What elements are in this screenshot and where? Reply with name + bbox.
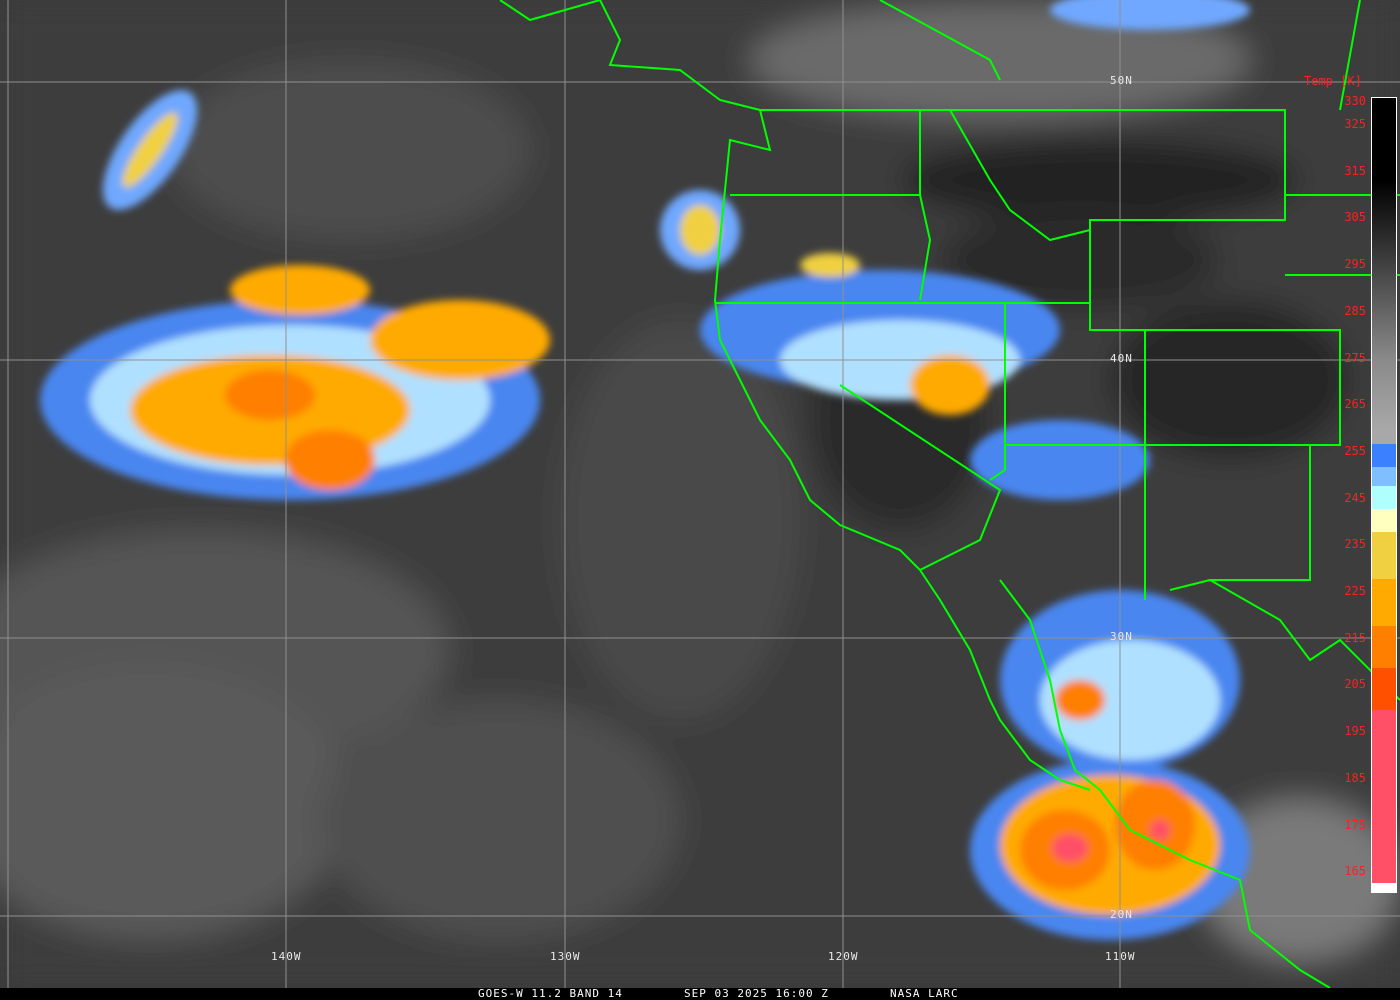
lon-label-120w: 120W bbox=[828, 950, 859, 963]
colorbar-segment bbox=[1372, 429, 1396, 444]
colorbar-segment bbox=[1372, 485, 1396, 509]
colorbar-title: Temp [K] bbox=[1304, 74, 1362, 88]
credit-label: NASA LARC bbox=[890, 987, 959, 1000]
colorbar-tick-label: 305 bbox=[1344, 210, 1366, 225]
lat-label-20n: 20N bbox=[1110, 908, 1133, 921]
colorbar-segment bbox=[1372, 102, 1396, 360]
datetime-label: SEP 03 2025 16:00 Z bbox=[684, 987, 829, 1000]
colorbar-segment bbox=[1372, 509, 1396, 533]
colorbar-tick-label: 315 bbox=[1344, 163, 1366, 178]
image-caption-bar: GOES-W 11.2 BAND 14 SEP 03 2025 16:00 Z … bbox=[0, 988, 1400, 1000]
colorbar-tick-label: 175 bbox=[1344, 817, 1366, 832]
colorbar-tick-label: 185 bbox=[1344, 770, 1366, 785]
colorbar-tick-label: 275 bbox=[1344, 350, 1366, 365]
colorbar-segment bbox=[1372, 625, 1396, 668]
colorbar-segment bbox=[1372, 466, 1396, 486]
colorbar-tick-label: 325 bbox=[1344, 117, 1366, 132]
colorbar-tick-label: 215 bbox=[1344, 630, 1366, 645]
colorbar-tick-label: 245 bbox=[1344, 490, 1366, 505]
lon-label-130w: 130W bbox=[550, 950, 581, 963]
lon-label-110w: 110W bbox=[1105, 950, 1136, 963]
colorbar-segment bbox=[1372, 443, 1396, 467]
colorbar-segment bbox=[1372, 579, 1396, 626]
colorbar-tick-label: 330 bbox=[1344, 93, 1366, 108]
colorbar-tick-label: 195 bbox=[1344, 724, 1366, 739]
lat-label-30n: 30N bbox=[1110, 630, 1133, 643]
colorbar-tick-label: 255 bbox=[1344, 443, 1366, 458]
colorbar-tick-label: 235 bbox=[1344, 537, 1366, 552]
colorbar-tick-label: 285 bbox=[1344, 303, 1366, 318]
colorbar-segment bbox=[1372, 359, 1396, 430]
colorbar-tick-label: 295 bbox=[1344, 257, 1366, 272]
colorbar-tick-label: 225 bbox=[1344, 584, 1366, 599]
colorbar-segment bbox=[1372, 709, 1396, 883]
lon-label-140w: 140W bbox=[271, 950, 302, 963]
colorbar-tick-label: 265 bbox=[1344, 397, 1366, 412]
lat-label-40n: 40N bbox=[1110, 352, 1133, 365]
satellite-band-label: GOES-W 11.2 BAND 14 bbox=[478, 987, 623, 1000]
colorbar-tick-label: 165 bbox=[1344, 864, 1366, 879]
colorbar-segment bbox=[1372, 882, 1396, 892]
colorbar-segment bbox=[1372, 532, 1396, 580]
colorbar-segment bbox=[1372, 667, 1396, 710]
colorbar-tick-label: 205 bbox=[1344, 677, 1366, 692]
temperature-colorbar bbox=[1371, 97, 1397, 893]
lat-label-50n: 50N bbox=[1110, 74, 1133, 87]
